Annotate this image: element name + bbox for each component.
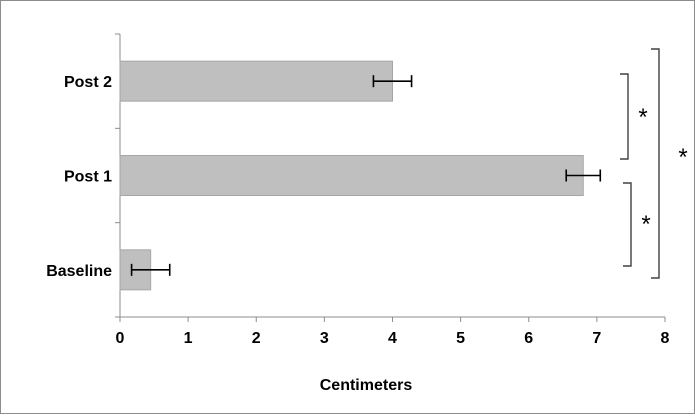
error-bar — [130, 263, 171, 276]
x-tick-label: 2 — [252, 330, 261, 347]
x-tick-label: 0 — [116, 330, 125, 347]
significance-star: * — [641, 211, 650, 238]
x-tick-label: 6 — [524, 330, 533, 347]
bracket-line — [620, 73, 629, 160]
significance-bracket: * — [620, 73, 648, 160]
significance-brackets: * * * — [620, 48, 688, 279]
significance-star: * — [678, 144, 687, 171]
bracket-line — [623, 182, 632, 267]
significance-star: * — [638, 104, 647, 131]
x-tick-label: 4 — [388, 330, 397, 347]
bar-post-2 — [119, 60, 393, 102]
x-tick-label: 5 — [456, 330, 465, 347]
x-tick-label: 7 — [592, 330, 601, 347]
y-category-label: Baseline — [46, 263, 112, 280]
error-bars — [130, 75, 602, 276]
y-category-label: Post 1 — [64, 169, 112, 186]
x-axis-title: Centimeters — [320, 377, 413, 394]
x-tick-label: 8 — [661, 330, 670, 347]
bar-post-1 — [119, 155, 584, 196]
bars — [119, 60, 584, 291]
error-bar — [565, 169, 602, 182]
x-tick-label: 3 — [320, 330, 329, 347]
x-tick-labels: 0 1 2 3 4 5 6 7 8 — [116, 330, 670, 347]
error-bar — [372, 75, 413, 88]
y-category-labels: Baseline Post 1 Post 2 — [46, 74, 112, 280]
significance-bracket: * — [623, 182, 651, 267]
y-category-label: Post 2 — [64, 74, 112, 91]
x-tick-label: 1 — [184, 330, 193, 347]
significance-bracket: * — [651, 48, 688, 279]
bracket-line — [651, 48, 660, 279]
